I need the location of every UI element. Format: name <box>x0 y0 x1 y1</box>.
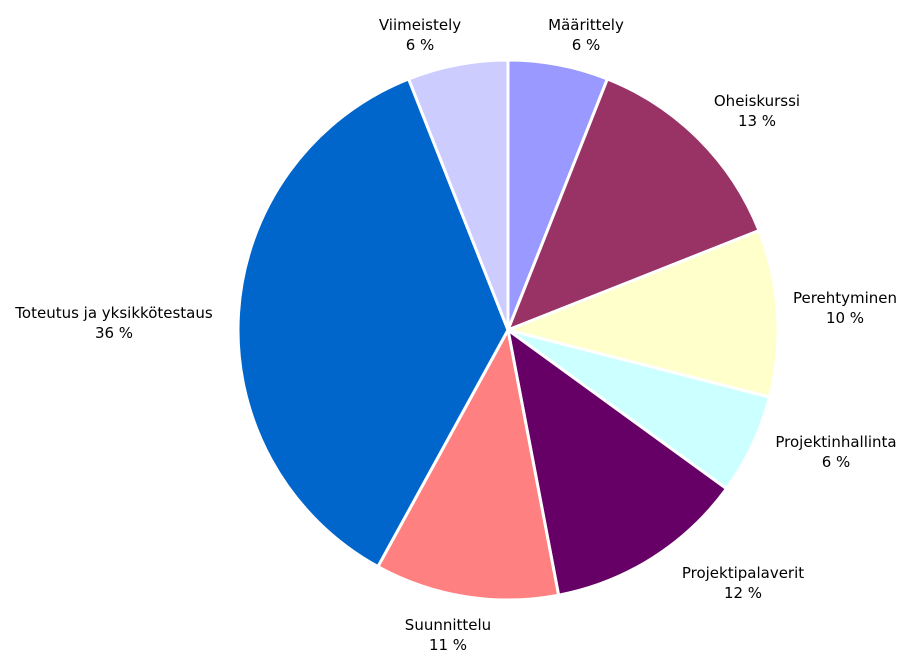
slice-value-label: 36 % <box>95 324 133 342</box>
pie-slice-5 <box>505 326 729 597</box>
pie-labels: Määrittely 6 % Oheiskurssi 13 % Perehtyminen… <box>14 16 897 654</box>
slice-label: Toteutus ja yksikkötestaus <box>14 304 213 322</box>
slice-value-label: 6 % <box>406 36 435 54</box>
slice-label: Viimeistely <box>379 16 461 34</box>
slice-value-label: 11 % <box>429 636 467 654</box>
slice-label: Oheiskurssi <box>714 92 800 110</box>
slice-label: Projektinhallinta <box>775 433 896 451</box>
pie-slice-3 <box>503 228 780 399</box>
slice-label: Suunnittelu <box>405 616 491 634</box>
pie-slices <box>236 58 780 602</box>
slice-value-label: 13 % <box>738 112 776 130</box>
slice-label: Perehtyminen <box>793 289 897 307</box>
slice-label: Projektipalaverit <box>682 564 804 582</box>
pie-slice-2 <box>505 77 761 333</box>
slice-value-label: 6 % <box>822 453 851 471</box>
slice-label: Määrittely <box>548 16 624 34</box>
pie-slice-7 <box>236 77 510 569</box>
pie-slice-8 <box>406 58 510 331</box>
pie-slice-6 <box>375 325 561 602</box>
slice-value-label: 12 % <box>724 584 762 602</box>
slice-value-label: 6 % <box>572 36 601 54</box>
slice-value-label: 10 % <box>826 309 864 327</box>
